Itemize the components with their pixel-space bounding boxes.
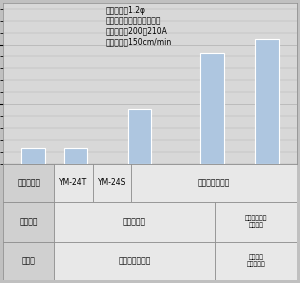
Bar (55, 242, 215, 280)
Text: インバータ: インバータ (123, 217, 146, 226)
Text: 従来溢接ワイヤ: 従来溢接ワイヤ (198, 178, 230, 187)
Bar (215, 242, 297, 280)
Bar (3, 164, 55, 202)
Text: YM-24S: YM-24S (98, 178, 126, 187)
Text: 溢接ワイヤ: 溢接ワイヤ (17, 178, 40, 187)
Text: パルスマグ溢接: パルスマグ溢接 (118, 256, 151, 265)
Text: トランジスタ
チョッパ: トランジスタ チョッパ (244, 216, 267, 228)
Text: 炭酸ガス
アーク溢接: 炭酸ガス アーク溢接 (247, 255, 265, 267)
Text: YM-24T: YM-24T (59, 178, 88, 187)
Bar (55, 202, 215, 242)
Text: 溢接法: 溢接法 (22, 256, 36, 265)
Bar (131, 164, 297, 202)
Text: 制御方式: 制御方式 (20, 217, 38, 226)
Bar (256, 38, 279, 164)
Bar (55, 164, 93, 202)
Bar (200, 53, 224, 164)
Bar (215, 202, 297, 242)
Bar (64, 148, 87, 164)
Bar (93, 164, 131, 202)
Bar (3, 202, 55, 242)
Bar (21, 148, 44, 164)
Bar (3, 242, 55, 280)
Text: ワイヤ径：1.2φ
姿勢：ビードオンプレート
溢接電流：200～210A
溢接速度：150cm/min: ワイヤ径：1.2φ 姿勢：ビードオンプレート 溢接電流：200～210A 溢接速… (105, 6, 172, 46)
Bar (128, 109, 151, 164)
